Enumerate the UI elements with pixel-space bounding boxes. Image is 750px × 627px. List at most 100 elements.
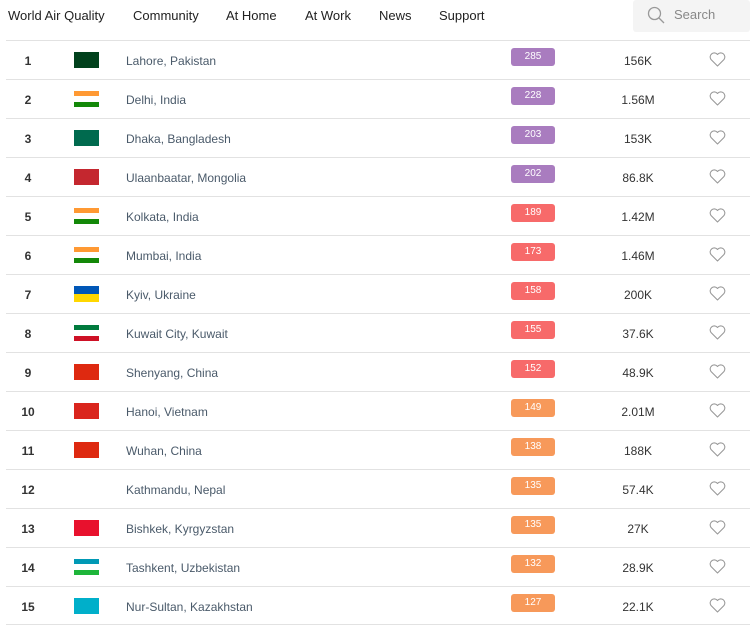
rank: 3	[24, 132, 32, 146]
city-link[interactable]: Nur-Sultan, Kazakhstan	[126, 600, 253, 614]
city-link[interactable]: Kyiv, Ukraine	[126, 288, 196, 302]
aqi-badge: 127	[511, 594, 555, 612]
rank: 14	[21, 561, 35, 575]
city-link[interactable]: Ulaanbaatar, Mongolia	[126, 171, 247, 185]
table-row[interactable]: 14 Tashkent, Uzbekistan 132 28.9K	[6, 547, 750, 586]
aqi-badge: 132	[511, 555, 555, 573]
heart-icon[interactable]	[709, 130, 726, 145]
heart-icon[interactable]	[709, 481, 726, 496]
flag-india-icon	[74, 91, 99, 107]
flag-kazakhstan-icon	[74, 598, 99, 614]
flag-india-icon	[74, 247, 99, 263]
heart-icon[interactable]	[709, 442, 726, 457]
population: 156K	[623, 54, 653, 68]
population: 2.01M	[621, 405, 655, 419]
heart-icon[interactable]	[709, 325, 726, 340]
aqi-badge: 203	[511, 126, 555, 144]
aqi-badge: 158	[511, 282, 555, 300]
heart-icon[interactable]	[709, 520, 726, 535]
population: 1.46M	[621, 249, 655, 263]
flag-india-icon	[74, 208, 99, 224]
city-link[interactable]: Kolkata, India	[126, 210, 199, 224]
population: 28.9K	[622, 561, 654, 575]
table-row[interactable]: 1 Lahore, Pakistan 285 156K	[6, 40, 750, 79]
nav-news[interactable]: News	[379, 8, 412, 23]
heart-icon[interactable]	[709, 559, 726, 574]
rank: 1	[24, 54, 32, 68]
city-link[interactable]: Kuwait City, Kuwait	[126, 327, 228, 341]
search-placeholder: Search	[674, 7, 716, 22]
table-row[interactable]: 12 Kathmandu, Nepal 135 57.4K	[6, 469, 750, 508]
rank: 7	[24, 288, 32, 302]
city-link[interactable]: Kathmandu, Nepal	[126, 483, 226, 497]
table-row[interactable]: 11 Wuhan, China 138 188K	[6, 430, 750, 469]
city-link[interactable]: Lahore, Pakistan	[126, 54, 217, 68]
table-row[interactable]: 13 Bishkek, Kyrgyzstan 135 27K	[6, 508, 750, 547]
heart-icon[interactable]	[709, 364, 726, 379]
rank: 12	[21, 483, 35, 497]
population: 37.6K	[622, 327, 654, 341]
search-input[interactable]: Search	[633, 0, 750, 32]
city-link[interactable]: Shenyang, China	[126, 366, 219, 380]
city-link[interactable]: Hanoi, Vietnam	[126, 405, 208, 419]
flag-kyrgyzstan-icon	[74, 520, 99, 536]
aqi-badge: 202	[511, 165, 555, 183]
top-nav: World Air Quality Community At Home At W…	[0, 0, 750, 40]
heart-icon[interactable]	[709, 286, 726, 301]
rank: 5	[24, 210, 32, 224]
table-row[interactable]: 10 Hanoi, Vietnam 149 2.01M	[6, 391, 750, 430]
city-link[interactable]: Delhi, India	[126, 93, 187, 107]
table-row[interactable]: 2 Delhi, India 228 1.56M	[6, 79, 750, 118]
brand-link[interactable]: World Air Quality	[8, 8, 105, 23]
nav-at-work[interactable]: At Work	[305, 8, 351, 23]
city-link[interactable]: Mumbai, India	[126, 249, 202, 263]
flag-kuwait-icon	[74, 325, 99, 341]
aqi-badge: 189	[511, 204, 555, 222]
table-row[interactable]: 7 Kyiv, Ukraine 158 200K	[6, 274, 750, 313]
heart-icon[interactable]	[709, 169, 726, 184]
heart-icon[interactable]	[709, 403, 726, 418]
heart-icon[interactable]	[709, 52, 726, 67]
heart-icon[interactable]	[709, 208, 726, 223]
flag-nepal-icon	[74, 481, 99, 497]
flag-ukraine-icon	[74, 286, 99, 302]
flag-bangladesh-icon	[74, 130, 99, 146]
population: 86.8K	[622, 171, 654, 185]
city-link[interactable]: Wuhan, China	[126, 444, 202, 458]
population: 57.4K	[622, 483, 654, 497]
nav-support[interactable]: Support	[439, 8, 485, 23]
city-link[interactable]: Tashkent, Uzbekistan	[126, 561, 241, 575]
population: 153K	[623, 132, 653, 146]
rank: 11	[21, 444, 35, 458]
heart-icon[interactable]	[709, 598, 726, 613]
rank: 10	[21, 405, 35, 419]
rank: 6	[24, 249, 32, 263]
rank: 13	[21, 522, 35, 536]
table-row[interactable]: 3 Dhaka, Bangladesh 203 153K	[6, 118, 750, 157]
population: 22.1K	[622, 600, 654, 614]
table-row[interactable]: 5 Kolkata, India 189 1.42M	[6, 196, 750, 235]
nav-at-home[interactable]: At Home	[226, 8, 277, 23]
aqi-badge: 285	[511, 48, 555, 66]
table-row[interactable]: 4 Ulaanbaatar, Mongolia 202 86.8K	[6, 157, 750, 196]
flag-mongolia-icon	[74, 169, 99, 185]
population: 27K	[627, 522, 649, 536]
aqi-badge: 152	[511, 360, 555, 378]
aqi-badge: 155	[511, 321, 555, 339]
heart-icon[interactable]	[709, 91, 726, 106]
nav-community[interactable]: Community	[133, 8, 199, 23]
rank: 2	[24, 93, 32, 107]
table-row[interactable]: 8 Kuwait City, Kuwait 155 37.6K	[6, 313, 750, 352]
flag-china-icon	[74, 442, 99, 458]
rank: 4	[24, 171, 32, 185]
population: 1.56M	[621, 93, 655, 107]
heart-icon[interactable]	[709, 247, 726, 262]
city-ranking-table: 1 Lahore, Pakistan 285 156K 2 Delhi, Ind…	[6, 40, 750, 625]
city-link[interactable]: Dhaka, Bangladesh	[126, 132, 231, 146]
rank: 9	[24, 366, 32, 380]
table-row[interactable]: 6 Mumbai, India 173 1.46M	[6, 235, 750, 274]
city-link[interactable]: Bishkek, Kyrgyzstan	[126, 522, 235, 536]
flag-vietnam-icon	[74, 403, 99, 419]
table-row[interactable]: 15 Nur-Sultan, Kazakhstan 127 22.1K	[6, 586, 750, 625]
table-row[interactable]: 9 Shenyang, China 152 48.9K	[6, 352, 750, 391]
